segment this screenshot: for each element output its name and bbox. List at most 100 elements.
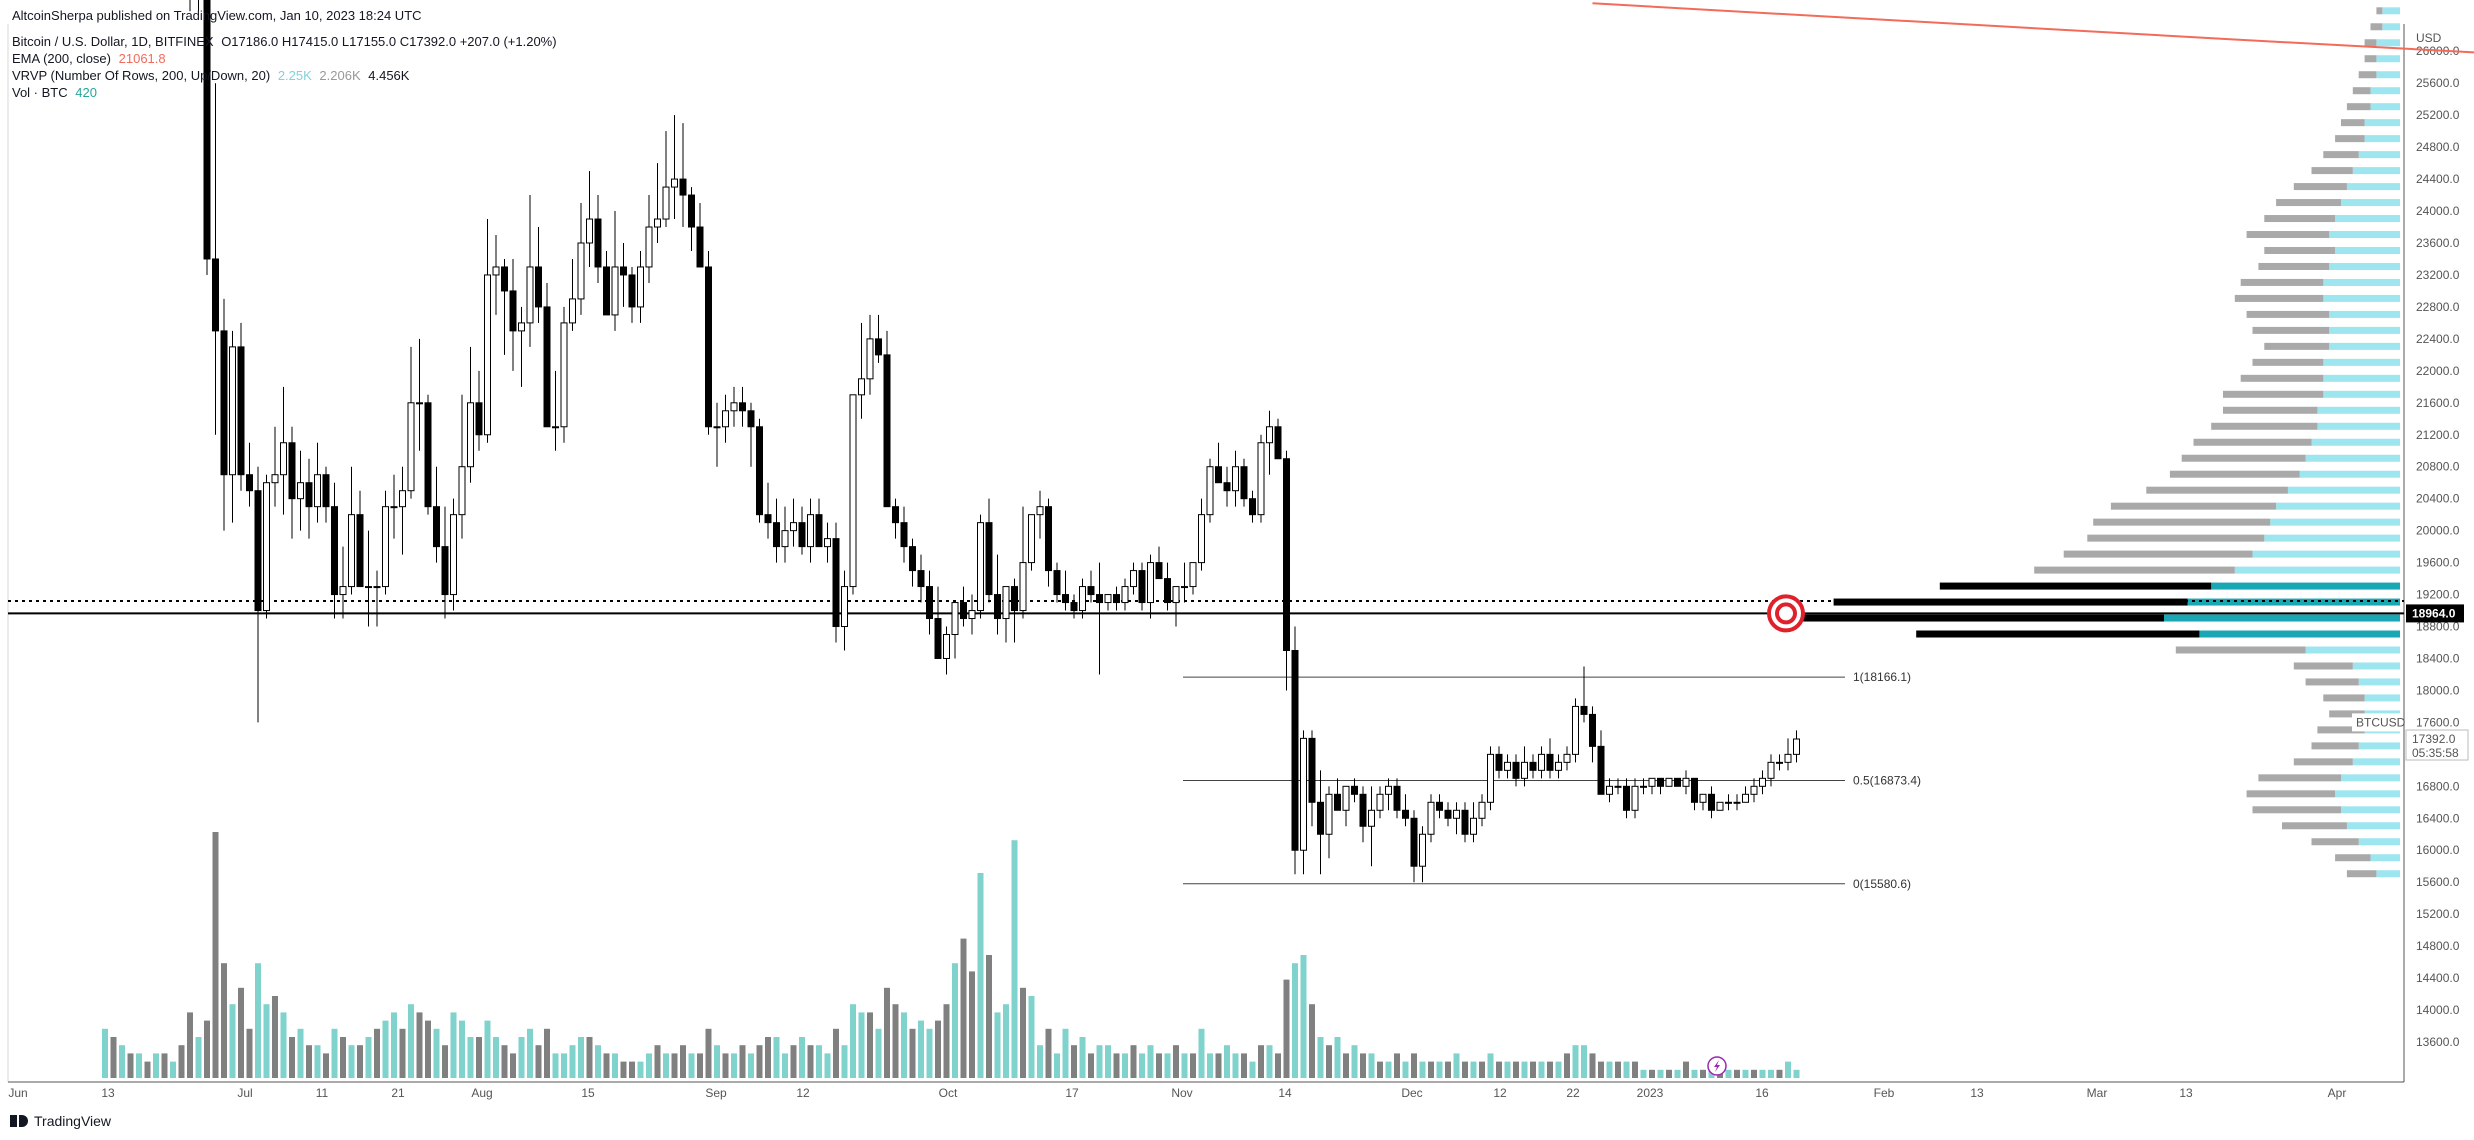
- candle-body-80: [781, 530, 789, 548]
- vrvp-up-bar-12: [2341, 199, 2400, 207]
- candle-body-150: [1376, 793, 1384, 811]
- candle-body-81: [790, 522, 797, 532]
- volume-bar-148: [1360, 1053, 1366, 1078]
- last-price-label: 17392.0: [2412, 732, 2456, 746]
- volume-bar-79: [773, 1037, 780, 1078]
- volume-bar-193: [1742, 1069, 1749, 1078]
- vrvp-down-bar-43: [2323, 694, 2365, 702]
- candle-body-42: [458, 466, 466, 516]
- volume-bar-199: [1793, 1069, 1800, 1078]
- x-tick-label-15: 22: [1566, 1086, 1580, 1100]
- volume-bar-195: [1759, 1069, 1766, 1078]
- vrvp-up-bar-7: [2364, 119, 2400, 127]
- volume-bar-117: [1096, 1045, 1103, 1078]
- candle-body-43: [467, 402, 474, 468]
- candle-body-48: [509, 290, 517, 332]
- candle-body-35: [399, 490, 406, 508]
- vrvp-down-bar-22: [2252, 358, 2324, 366]
- vrvp-up-bar-1: [2382, 23, 2400, 31]
- candle-body-99: [943, 634, 950, 659]
- candle-body-161: [1470, 817, 1477, 835]
- volume-bar-160: [1462, 1061, 1468, 1078]
- candle-body-16: [237, 346, 245, 476]
- candle-body-84: [815, 514, 823, 548]
- vrvp-legend[interactable]: VRVP (Number Of Rows, 200, Up/Down, 20) …: [12, 68, 409, 83]
- candle-body-91: [875, 338, 882, 356]
- volume-legend[interactable]: Vol · BTC 420: [12, 85, 97, 100]
- candle-body-163: [1487, 753, 1494, 803]
- volume-bar-6: [153, 1053, 159, 1078]
- candle-body-73: [722, 410, 729, 428]
- x-tick-label-20: Mar: [2087, 1086, 2108, 1100]
- vrvp-down-bar-11: [2293, 183, 2347, 191]
- candle-body-69: [688, 194, 695, 228]
- y-tick-label-10: 17600.0: [2416, 715, 2460, 729]
- volume-bar-52: [544, 1028, 550, 1078]
- vrvp-down-bar-12: [2276, 199, 2341, 207]
- y-tick-label-25: 23600.0: [2416, 236, 2460, 250]
- volume-bar-105: [994, 1012, 1001, 1078]
- y-tick-label-4: 15200.0: [2416, 907, 2460, 921]
- candle-body-126: [1172, 586, 1180, 604]
- vrvp-up-value: 2.25K: [277, 68, 312, 83]
- vrvp-down-bar-19: [2246, 310, 2330, 318]
- candle-body-121: [1130, 570, 1137, 588]
- vrvp-down-bar-25: [2223, 406, 2318, 414]
- candle-body-136: [1257, 442, 1265, 516]
- candle-body-167: [1521, 761, 1528, 779]
- volume-bar-157: [1436, 1061, 1443, 1078]
- volume-bar-49: [518, 1037, 525, 1078]
- vrvp-down-bar-34: [2063, 550, 2253, 558]
- candle-body-83: [807, 514, 814, 548]
- candle-body-58: [594, 218, 602, 268]
- vrvp-down-bar-35: [2034, 566, 2235, 574]
- vrvp-up-bar-3: [2376, 55, 2400, 63]
- x-tick-label-6: 15: [581, 1086, 595, 1100]
- fib-label-1: 0.5(16873.4): [1853, 773, 1921, 787]
- vrvp-up-bar-2: [2376, 39, 2400, 47]
- candle-body-34: [390, 506, 398, 509]
- candle-body-64: [645, 226, 653, 268]
- candle-body-82: [798, 522, 806, 548]
- candle-body-21: [280, 442, 287, 476]
- volume-bar-174: [1581, 1045, 1587, 1078]
- vrvp-down-bar-45: [2317, 726, 2365, 734]
- candle-body-108: [1019, 562, 1027, 612]
- volume-bar-154: [1411, 1053, 1417, 1078]
- candle-body-33: [382, 506, 389, 588]
- vrvp-down-bar-40: [2175, 646, 2306, 654]
- candle-body-141: [1300, 737, 1307, 851]
- vrvp-up-bar-47: [2352, 758, 2400, 766]
- candle-body-166: [1512, 761, 1520, 779]
- volume-bar-9: [178, 1045, 185, 1078]
- volume-bar-88: [850, 1004, 856, 1078]
- candle-body-152: [1393, 785, 1401, 811]
- volume-bar-186: [1683, 1061, 1689, 1078]
- vrvp-up-bar-34: [2252, 550, 2400, 558]
- x-tick-label-5: Aug: [471, 1086, 492, 1100]
- vrvp-down-value: 2.206K: [319, 68, 361, 83]
- volume-bar-37: [416, 1012, 423, 1078]
- vrvp-up-bar-41: [2352, 662, 2400, 670]
- vrvp-down-bar-10: [2311, 167, 2353, 175]
- y-tick-label-7: 16400.0: [2416, 811, 2460, 825]
- x-tick-label-16: 2023: [1637, 1086, 1664, 1100]
- y-tick-label-18: 20800.0: [2416, 460, 2460, 474]
- ema-legend[interactable]: EMA (200, close) 21061.8: [12, 51, 166, 66]
- vrvp-down-bar-17: [2240, 278, 2324, 286]
- volume-bar-48: [510, 1053, 516, 1078]
- volume-bar-71: [705, 1028, 712, 1078]
- candle-body-44: [475, 402, 483, 436]
- vrvp-down-bar-31: [2110, 502, 2277, 510]
- candle-body-92: [883, 354, 891, 508]
- volume-bar-62: [629, 1061, 635, 1078]
- volume-bar-23: [297, 1028, 304, 1078]
- candle-body-111: [1045, 506, 1052, 572]
- last-price-tag: [2405, 729, 2469, 761]
- candle-body-71: [705, 266, 712, 428]
- volume-bar-65: [654, 1045, 661, 1078]
- candle-body-70: [696, 226, 704, 268]
- volume-bar-4: [136, 1053, 142, 1078]
